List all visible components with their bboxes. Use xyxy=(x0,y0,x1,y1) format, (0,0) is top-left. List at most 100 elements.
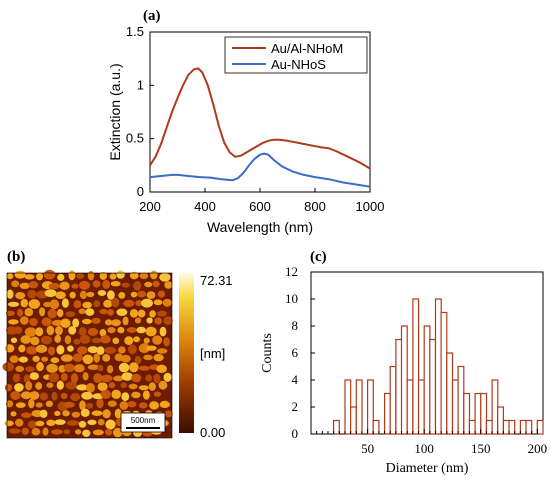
histogram-bar xyxy=(508,419,516,435)
afm-grain xyxy=(15,365,25,372)
afm-grain xyxy=(145,326,157,337)
afm-grain xyxy=(49,299,60,310)
afm-grain xyxy=(135,300,143,307)
afm-grain xyxy=(50,357,60,364)
afm-grain xyxy=(79,400,86,411)
panel-label-b: (b) xyxy=(7,249,25,265)
afm-grain xyxy=(68,270,76,281)
afm-grain xyxy=(78,326,87,336)
afm-grain xyxy=(122,316,129,326)
afm-grain xyxy=(44,289,57,297)
afm-grain xyxy=(133,281,142,291)
histogram-bar xyxy=(491,379,499,435)
afm-grain xyxy=(153,299,163,306)
afm-grain xyxy=(111,319,121,327)
afm-grain xyxy=(113,427,123,438)
afm-grain xyxy=(11,280,20,288)
afm-grain xyxy=(60,392,68,400)
afm-grain xyxy=(60,354,73,362)
afm-grain xyxy=(116,270,125,279)
afm-grain xyxy=(32,355,40,362)
y-tick-label-c: 0 xyxy=(292,426,299,441)
histogram-bar xyxy=(468,419,476,435)
x-tick-label-c: 200 xyxy=(528,441,548,456)
histogram-bar xyxy=(367,379,374,435)
afm-grain xyxy=(119,401,129,410)
afm-grain xyxy=(120,354,131,363)
afm-grain xyxy=(120,382,127,389)
afm-image-panel: 500nm 72.31 [nm] 0.00 xyxy=(2,269,233,440)
afm-grain xyxy=(133,336,141,343)
afm-grain xyxy=(4,420,14,427)
afm-grain xyxy=(48,282,60,290)
afm-grain xyxy=(121,372,133,381)
afm-grain xyxy=(24,327,37,337)
y-tick-label-c: 8 xyxy=(292,318,299,333)
afm-grain xyxy=(63,363,76,372)
afm-grain xyxy=(86,402,94,409)
afm-grain xyxy=(137,290,147,298)
afm-grain xyxy=(28,299,40,309)
afm-grain xyxy=(107,365,114,374)
histogram-bar xyxy=(519,419,527,435)
afm-grain xyxy=(72,353,83,362)
afm-grain xyxy=(26,346,37,355)
x-axis-label-a: Wavelength (nm) xyxy=(207,219,313,235)
y-tick-label-a: 0.5 xyxy=(126,131,144,146)
afm-grain xyxy=(121,282,130,288)
afm-grain xyxy=(51,429,63,435)
afm-grain xyxy=(6,289,14,299)
afm-grain xyxy=(67,345,74,352)
afm-grain xyxy=(6,326,18,335)
afm-grain xyxy=(46,363,58,373)
afm-grain xyxy=(5,310,15,316)
afm-grain xyxy=(145,374,153,382)
afm-grain xyxy=(54,334,61,343)
y-tick-label-c: 6 xyxy=(292,345,299,360)
panel-label-a: (a) xyxy=(143,8,161,24)
afm-grain xyxy=(61,298,69,308)
histogram-bar xyxy=(474,392,482,435)
histogram-bar xyxy=(525,419,533,435)
afm-grain xyxy=(105,428,113,436)
afm-grain xyxy=(129,362,139,373)
afm-grain xyxy=(118,346,126,354)
afm-grain xyxy=(93,300,101,308)
afm-grain xyxy=(103,299,113,308)
afm-grain xyxy=(14,270,26,279)
afm-grain xyxy=(72,318,80,328)
afm-grain xyxy=(23,374,31,383)
afm-grain xyxy=(148,382,156,391)
afm-grain xyxy=(107,327,116,334)
afm-grain xyxy=(63,401,75,408)
histogram-bar xyxy=(463,392,471,435)
afm-grain xyxy=(156,364,167,373)
afm-grain xyxy=(97,290,107,296)
afm-grain xyxy=(138,343,150,354)
afm-grain xyxy=(15,418,24,427)
afm-grain xyxy=(12,373,21,383)
afm-grain xyxy=(152,280,160,288)
afm-grain xyxy=(74,364,85,373)
afm-grain xyxy=(110,281,121,287)
afm-grain xyxy=(19,316,29,325)
afm-grain xyxy=(163,337,170,347)
afm-grain xyxy=(159,326,167,337)
afm-grain xyxy=(112,337,120,345)
afm-grain xyxy=(47,346,56,356)
histogram-bar xyxy=(372,419,380,435)
afm-grain xyxy=(76,273,85,279)
afm-grain xyxy=(79,290,87,300)
afm-grain xyxy=(113,375,124,382)
afm-grain xyxy=(107,290,115,300)
afm-grain xyxy=(39,392,49,401)
series-line-1 xyxy=(149,152,371,188)
afm-grain xyxy=(60,318,71,328)
afm-grain xyxy=(144,281,153,288)
afm-grain xyxy=(36,272,43,281)
colorbar-min-label: 0.00 xyxy=(200,425,225,440)
afm-grain xyxy=(35,382,43,390)
afm-grain xyxy=(82,354,94,365)
afm-grain xyxy=(30,336,40,346)
